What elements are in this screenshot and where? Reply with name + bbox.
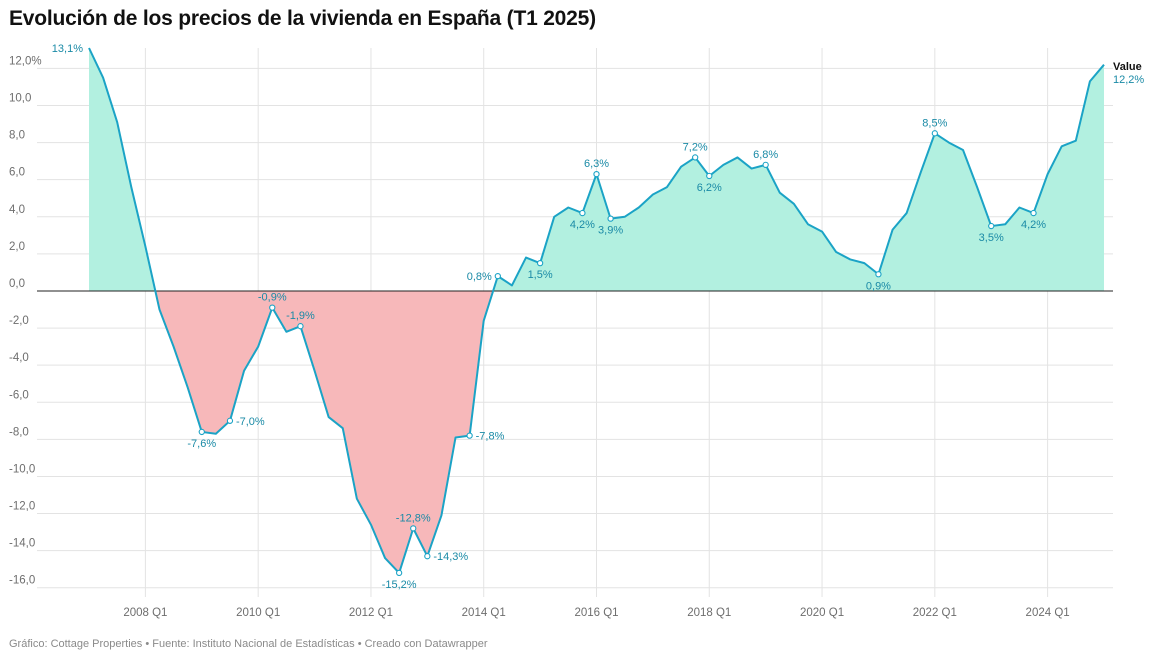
data-label: 3,5% (979, 232, 1004, 244)
point-marker (410, 525, 417, 532)
chart-footer: Gráfico: Cottage Properties • Fuente: In… (9, 638, 488, 650)
point-marker (931, 130, 938, 137)
point-marker (1030, 209, 1037, 217)
x-tick-label: 2018 Q1 (687, 607, 731, 619)
series-end-value-label: 12,2% (1113, 74, 1144, 86)
point-marker (536, 259, 544, 267)
point-marker (762, 161, 769, 168)
y-tick-label: -14,0 (9, 538, 35, 550)
point-marker (706, 172, 713, 180)
y-tick-label: 2,0 (9, 241, 25, 253)
chart-title: Evolución de los precios de la vivienda … (9, 7, 596, 30)
point-marker (692, 154, 699, 161)
point-marker (297, 323, 304, 330)
y-tick-label: 12,0% (9, 55, 42, 67)
data-label: 3,9% (598, 225, 623, 237)
data-label: -7,8% (476, 431, 505, 443)
y-tick-label: -6,0 (9, 389, 29, 401)
x-tick-label: 2024 Q1 (1026, 607, 1070, 619)
data-label: 0,9% (866, 280, 891, 292)
data-label: -1,9% (286, 310, 315, 322)
y-tick-label: 10,0 (9, 92, 31, 104)
x-tick-label: 2014 Q1 (462, 607, 506, 619)
point-markers (198, 130, 1037, 577)
data-label: 6,8% (753, 149, 778, 161)
y-tick-label: 0,0 (9, 278, 25, 290)
data-label: 6,2% (697, 182, 722, 194)
point-marker (607, 215, 614, 222)
data-label: -15,2% (382, 579, 417, 591)
y-tick-label: -16,0 (9, 575, 35, 587)
point-marker (395, 569, 403, 577)
y-tick-label: -12,0 (9, 501, 35, 513)
positive-area (493, 64, 1104, 291)
data-label: -7,6% (187, 438, 216, 450)
area-fills (89, 48, 1104, 573)
data-label: 0,8% (467, 271, 492, 283)
series-name-label: Value (1113, 61, 1142, 73)
data-label: 4,2% (1021, 219, 1046, 231)
point-marker (226, 417, 234, 424)
y-tick-label: -2,0 (9, 315, 29, 327)
data-label: 8,5% (922, 117, 947, 129)
data-label: -0,9% (258, 292, 287, 304)
data-label: -7,0% (236, 416, 265, 428)
data-label: 6,3% (584, 158, 609, 170)
point-marker (494, 272, 501, 280)
point-marker (988, 222, 995, 230)
point-marker (269, 304, 276, 311)
x-tick-label: 2020 Q1 (800, 607, 844, 619)
point-marker (593, 170, 600, 178)
point-marker (466, 432, 473, 439)
x-tick-label: 2012 Q1 (349, 607, 393, 619)
y-tick-label: -4,0 (9, 352, 29, 364)
x-tick-label: 2010 Q1 (236, 607, 280, 619)
data-labels: 13,1% -7,6% -7,0% -0,9% -1,9% -15,2% -12,8% -14… (52, 43, 1046, 591)
y-tick-label: -10,0 (9, 463, 35, 475)
point-marker (424, 553, 431, 560)
point-marker (198, 428, 205, 436)
negative-area (155, 290, 494, 573)
axis-ticks: 12,0% 10,0 8,0 6,0 4,0 2,0 0,0 -2,0 -4,0 -6,0 -8,0… (9, 55, 1070, 619)
y-tick-label: 8,0 (9, 130, 25, 142)
x-tick-label: 2022 Q1 (913, 607, 957, 619)
point-marker (579, 209, 586, 217)
y-tick-label: 4,0 (9, 204, 25, 216)
data-label: 7,2% (683, 141, 708, 153)
y-tick-label: 6,0 (9, 167, 25, 179)
data-label: -12,8% (396, 512, 431, 524)
point-marker (875, 271, 882, 278)
data-label: 1,5% (528, 269, 553, 281)
data-label: 13,1% (52, 43, 83, 55)
y-tick-label: -8,0 (9, 426, 29, 438)
x-tick-label: 2008 Q1 (123, 607, 167, 619)
data-label: 4,2% (570, 219, 595, 231)
positive-area (89, 48, 156, 291)
data-label: -14,3% (433, 551, 468, 563)
x-tick-label: 2016 Q1 (574, 607, 618, 619)
